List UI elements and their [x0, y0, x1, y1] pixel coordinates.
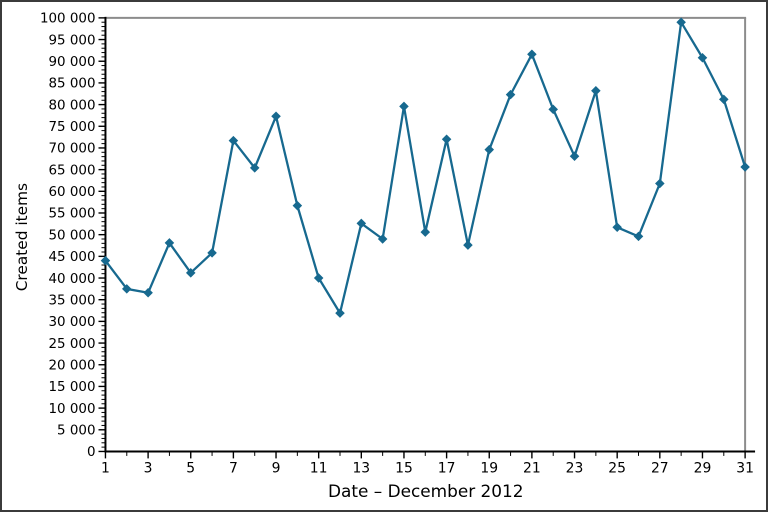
y-tick-label: 10 000	[49, 402, 96, 417]
data-point	[676, 17, 686, 27]
y-tick-label: 75 000	[49, 120, 96, 135]
x-tick-label: 15	[395, 460, 413, 476]
y-tick-label: 30 000	[49, 315, 96, 330]
data-point	[484, 144, 495, 155]
x-tick-label: 3	[144, 460, 153, 476]
data-point	[335, 308, 345, 318]
x-tick-label: 11	[310, 460, 328, 476]
y-tick-label: 90 000	[49, 55, 96, 70]
y-tick-label: 40 000	[49, 272, 96, 287]
y-tick-label: 85 000	[49, 77, 96, 92]
x-tick-label: 29	[694, 460, 712, 476]
x-tick-label: 9	[272, 460, 281, 476]
data-point	[740, 162, 750, 172]
x-tick-label: 1	[101, 460, 110, 476]
data-point	[633, 231, 644, 242]
x-tick-label: 23	[566, 460, 584, 476]
x-tick-label: 5	[186, 460, 195, 476]
y-tick-label: 15 000	[49, 380, 96, 395]
x-tick-label: 27	[651, 460, 669, 476]
data-point	[356, 218, 367, 229]
data-point	[505, 89, 516, 100]
data-point	[463, 240, 473, 250]
y-axis-label: Created items	[13, 183, 31, 291]
data-point	[249, 163, 260, 173]
x-tick-label: 17	[438, 460, 456, 476]
data-point	[100, 255, 111, 266]
y-tick-label: 25 000	[49, 337, 96, 352]
y-tick-label: 80 000	[49, 98, 96, 113]
data-point	[441, 134, 452, 145]
y-tick-label: 65 000	[49, 163, 96, 178]
axis-ticks: 0 5 000 10 000 15 000 20 000 25 000 30 000 35 0…	[40, 12, 754, 477]
y-tick-label: 5 000	[57, 424, 95, 439]
x-tick-label: 21	[523, 460, 541, 476]
y-tick-label: 0	[87, 445, 96, 460]
data-point	[122, 284, 132, 294]
x-tick-label: 19	[480, 460, 498, 476]
y-tick-label: 95 000	[49, 33, 96, 48]
data-point	[655, 178, 665, 189]
data-point	[271, 111, 281, 122]
data-point	[569, 151, 580, 161]
data-point	[527, 49, 537, 60]
y-tick-label: 55 000	[49, 207, 96, 222]
plot-frame	[104, 16, 756, 453]
data-point	[228, 135, 239, 146]
data-point	[420, 227, 431, 237]
y-tick-label: 45 000	[49, 250, 96, 265]
y-tick-label: 35 000	[49, 293, 96, 308]
y-tick-label: 20 000	[49, 359, 96, 374]
y-tick-label: 70 000	[49, 142, 96, 157]
y-tick-label: 60 000	[49, 185, 96, 200]
data-point	[719, 94, 729, 105]
y-tick-label: 100 000	[40, 12, 96, 27]
x-tick-label: 13	[352, 460, 370, 476]
y-tick-label: 50 000	[49, 228, 96, 243]
data-series	[100, 17, 750, 318]
series-line	[104, 21, 747, 315]
data-point	[313, 273, 324, 283]
x-tick-label: 31	[736, 460, 754, 476]
data-point	[292, 200, 303, 211]
x-tick-label: 25	[608, 460, 626, 476]
x-tick-label: 7	[229, 460, 238, 476]
data-point	[612, 222, 622, 233]
x-axis-label: Date – December 2012	[328, 481, 524, 501]
data-point	[697, 53, 708, 63]
data-point	[399, 101, 409, 112]
data-point	[591, 85, 601, 96]
data-point	[143, 288, 153, 298]
data-point	[548, 104, 558, 115]
